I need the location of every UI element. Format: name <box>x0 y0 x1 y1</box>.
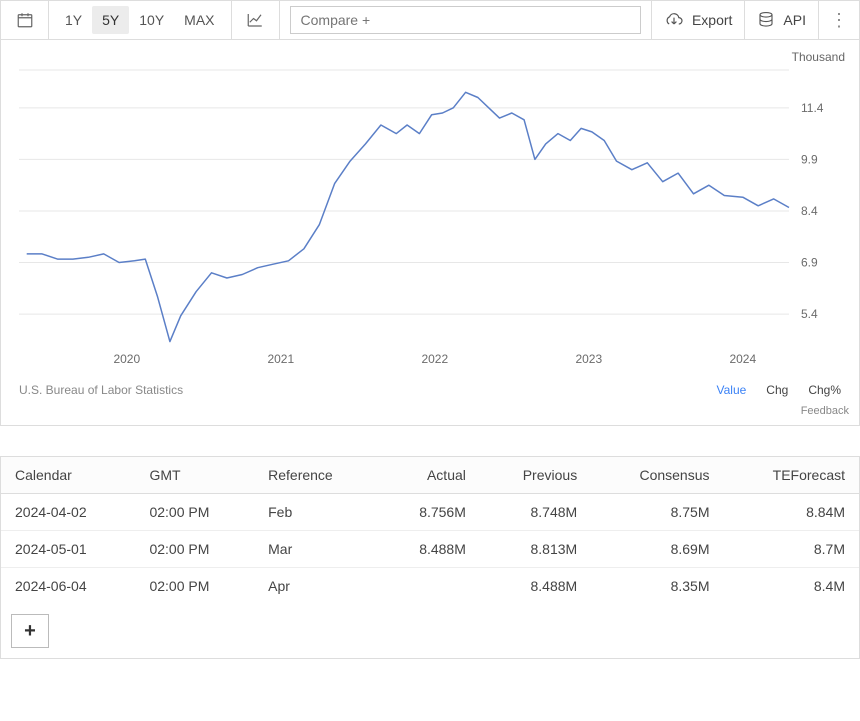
range-btn-5y[interactable]: 5Y <box>92 6 129 34</box>
main-chart: 5.4 6.9 8.4 9.9 11.4 2020 2021 2022 2023 2024 <box>1 40 859 375</box>
calendar-table-panel: CalendarGMTReferenceActualPreviousConsen… <box>0 456 860 659</box>
kebab-icon: ⋮ <box>830 10 848 31</box>
metric-btn-chgpct[interactable]: Chg% <box>808 383 841 397</box>
calendar-icon <box>16 11 34 29</box>
col-teforecast: TEForecast <box>724 457 860 494</box>
table-cell: 8.813M <box>480 531 591 568</box>
table-cell: 8.488M <box>480 568 591 605</box>
range-btn-1y[interactable]: 1Y <box>55 6 92 34</box>
col-calendar: Calendar <box>1 457 135 494</box>
table-cell: 8.488M <box>379 531 480 568</box>
chart-source: U.S. Bureau of Labor Statistics <box>19 383 183 397</box>
time-range-group: 1Y5Y10YMAX <box>49 1 232 39</box>
col-reference: Reference <box>254 457 379 494</box>
table-cell: 8.69M <box>591 531 723 568</box>
range-btn-max[interactable]: MAX <box>174 6 224 34</box>
range-btn-10y[interactable]: 10Y <box>129 6 174 34</box>
chart-toolbar: 1Y5Y10YMAX Export API ⋮ <box>0 0 860 40</box>
table-cell: Apr <box>254 568 379 605</box>
more-menu-button[interactable]: ⋮ <box>819 1 859 39</box>
chart-type-button[interactable] <box>232 1 280 39</box>
table-cell: 8.756M <box>379 494 480 531</box>
table-cell: Feb <box>254 494 379 531</box>
table-row: 2024-05-0102:00 PMMar8.488M8.813M8.69M8.… <box>1 531 859 568</box>
compare-input[interactable] <box>290 6 641 34</box>
export-label: Export <box>692 12 732 28</box>
add-row-button[interactable]: + <box>11 614 49 648</box>
table-cell: 8.84M <box>724 494 860 531</box>
svg-text:2023: 2023 <box>575 352 602 366</box>
svg-text:2024: 2024 <box>729 352 756 366</box>
col-actual: Actual <box>379 457 480 494</box>
table-cell: 8.748M <box>480 494 591 531</box>
feedback-link[interactable]: Feedback <box>1 401 859 417</box>
svg-text:9.9: 9.9 <box>801 152 818 166</box>
table-cell: 2024-04-02 <box>1 494 135 531</box>
export-button[interactable]: Export <box>652 1 745 39</box>
table-cell: 8.35M <box>591 568 723 605</box>
table-cell: 2024-06-04 <box>1 568 135 605</box>
svg-text:11.4: 11.4 <box>801 101 824 115</box>
chart-panel: Thousand 5.4 6.9 8.4 9.9 11.4 2020 2021 2022 202… <box>0 40 860 426</box>
api-button[interactable]: API <box>745 1 819 39</box>
metric-btn-value[interactable]: Value <box>716 383 746 397</box>
svg-text:8.4: 8.4 <box>801 204 818 218</box>
compare-cell <box>280 1 652 39</box>
cloud-download-icon <box>664 12 684 28</box>
svg-text:2021: 2021 <box>267 352 294 366</box>
line-chart-icon <box>246 11 264 29</box>
table-cell: 02:00 PM <box>135 568 254 605</box>
table-row: 2024-06-0402:00 PMApr 8.488M8.35M8.4M <box>1 568 859 605</box>
col-consensus: Consensus <box>591 457 723 494</box>
app-root: 1Y5Y10YMAX Export API ⋮ Thousand 5.46. <box>0 0 860 659</box>
svg-text:2022: 2022 <box>421 352 448 366</box>
unit-label: Thousand <box>792 50 845 64</box>
table-cell: 8.4M <box>724 568 860 605</box>
col-previous: Previous <box>480 457 591 494</box>
col-gmt: GMT <box>135 457 254 494</box>
table-row: 2024-04-0202:00 PMFeb8.756M8.748M8.75M8.… <box>1 494 859 531</box>
date-range-picker-button[interactable] <box>1 1 49 39</box>
api-label: API <box>783 12 806 28</box>
svg-text:5.4: 5.4 <box>801 307 818 321</box>
svg-text:2020: 2020 <box>113 352 140 366</box>
metric-btn-chg[interactable]: Chg <box>766 383 788 397</box>
table-cell: Mar <box>254 531 379 568</box>
table-cell: 02:00 PM <box>135 531 254 568</box>
chart-footer: U.S. Bureau of Labor Statistics Value Chg… <box>1 375 859 401</box>
database-icon <box>757 11 775 29</box>
table-cell: 8.7M <box>724 531 860 568</box>
table-cell: 8.75M <box>591 494 723 531</box>
table-cell: 2024-05-01 <box>1 531 135 568</box>
svg-text:6.9: 6.9 <box>801 256 818 270</box>
table-cell: 02:00 PM <box>135 494 254 531</box>
table-cell <box>379 568 480 605</box>
calendar-table: CalendarGMTReferenceActualPreviousConsen… <box>1 457 859 604</box>
